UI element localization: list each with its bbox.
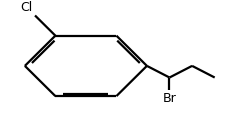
Text: Br: Br	[162, 92, 176, 105]
Text: Cl: Cl	[20, 1, 33, 14]
